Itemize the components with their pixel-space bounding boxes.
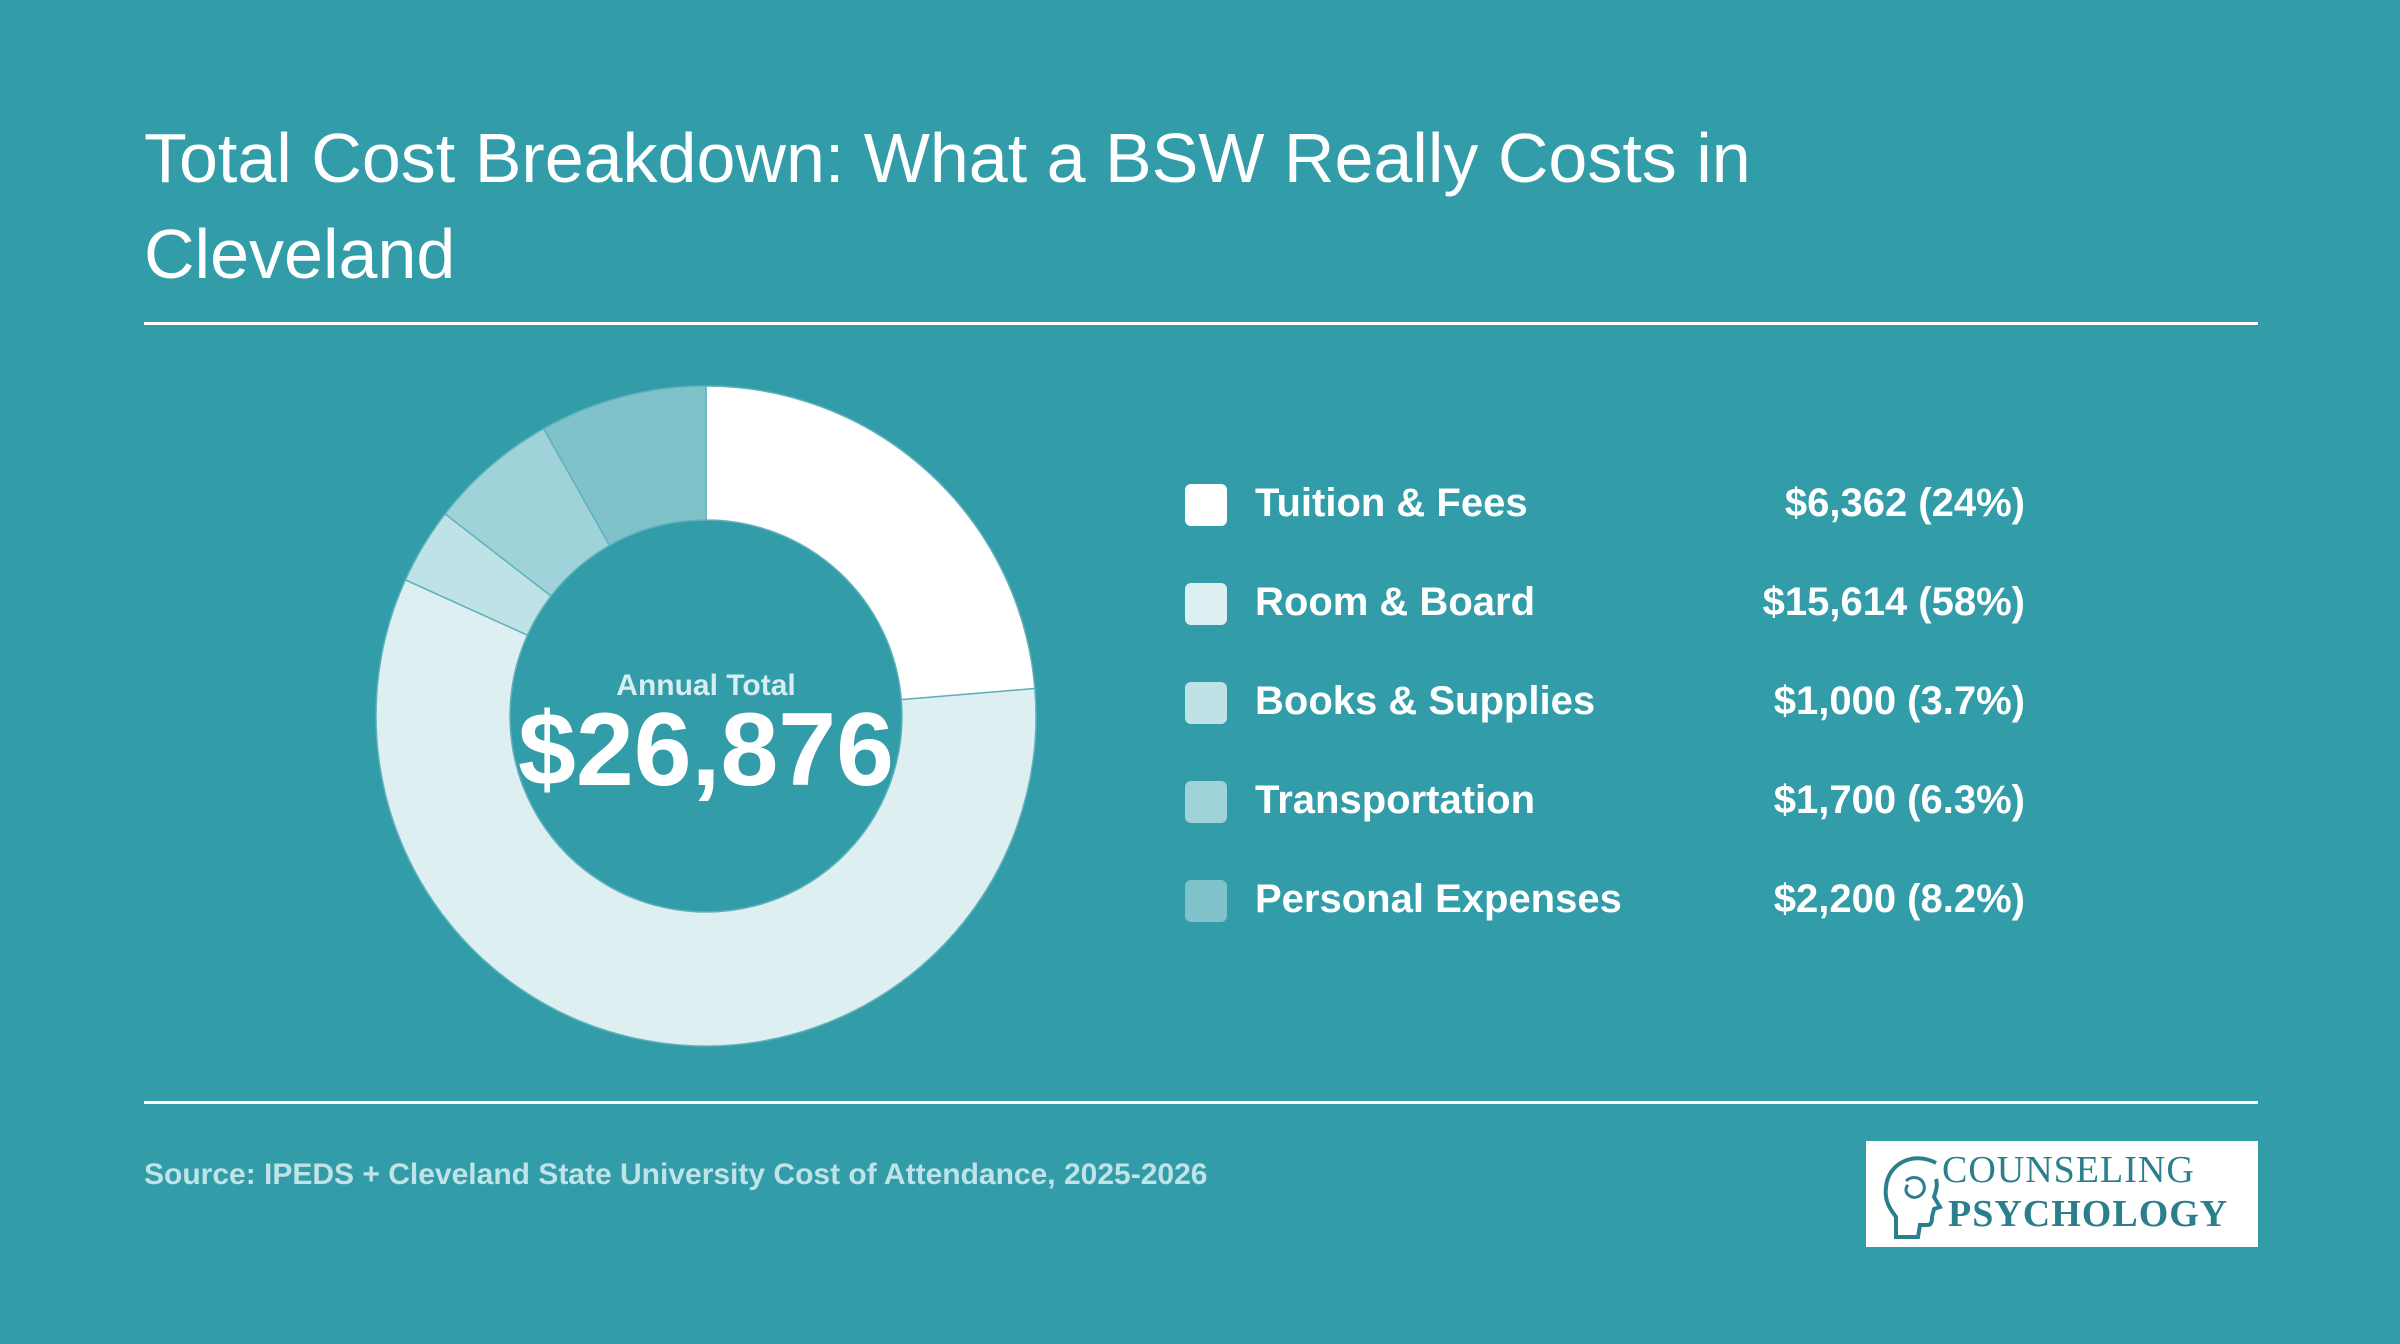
brand-logo: COUNSELING PSYCHOLOGY: [1866, 1141, 2258, 1247]
legend-value: $1,000 (3.7%): [1773, 679, 2025, 723]
legend-value: $6,362 (24%): [1784, 481, 2025, 525]
bottom-divider: [144, 1101, 2258, 1104]
center-total-value: $26,876: [518, 692, 894, 808]
legend-label: Personal Expenses: [1255, 877, 1622, 921]
logo-text-counseling: COUNSELING: [1942, 1149, 2195, 1191]
legend-swatch: [1185, 484, 1227, 526]
legend-swatch: [1185, 583, 1227, 625]
legend-swatch: [1185, 880, 1227, 922]
legend-label: Room & Board: [1255, 580, 1535, 624]
legend-swatch: [1185, 781, 1227, 823]
donut-slice-personal-expenses: [542, 385, 707, 547]
legend-label: Tuition & Fees: [1255, 481, 1528, 525]
chart-title: Total Cost Breakdown: What a BSW Really …: [144, 119, 1751, 293]
donut-slice-tuition-fees: [705, 385, 1036, 701]
top-divider: [144, 322, 2258, 325]
legend-value: $1,700 (6.3%): [1773, 778, 2025, 822]
legend-item-books-supplies: Books & Supplies $1,000 (3.7%): [1185, 668, 2025, 767]
legend-item-tuition-fees: Tuition & Fees $6,362 (24%): [1185, 470, 2025, 569]
legend-label: Books & Supplies: [1255, 679, 1596, 723]
donut-chart: [375, 385, 1037, 1047]
legend-item-personal-expenses: Personal Expenses $2,200 (8.2%): [1185, 866, 2025, 965]
legend-label: Transportation: [1255, 778, 1536, 822]
legend-swatch: [1185, 682, 1227, 724]
center-caption: Annual Total: [616, 669, 796, 702]
source-note: Source: IPEDS + Cleveland State Universi…: [144, 1158, 1208, 1191]
legend-value: $15,614 (58%): [1762, 580, 2025, 624]
donut-slice-room-board: [375, 578, 1037, 1047]
legend-item-room-board: Room & Board $15,614 (58%): [1185, 569, 2025, 668]
logo-text-psychology: PSYCHOLOGY: [1948, 1193, 2229, 1235]
legend-value: $2,200 (8.2%): [1773, 877, 2025, 921]
legend-item-transportation: Transportation $1,700 (6.3%): [1185, 767, 2025, 866]
head-profile-icon: [1883, 1156, 1943, 1239]
chart-legend: Tuition & Fees $6,362 (24%) Room & Board $1…: [1185, 470, 2025, 965]
